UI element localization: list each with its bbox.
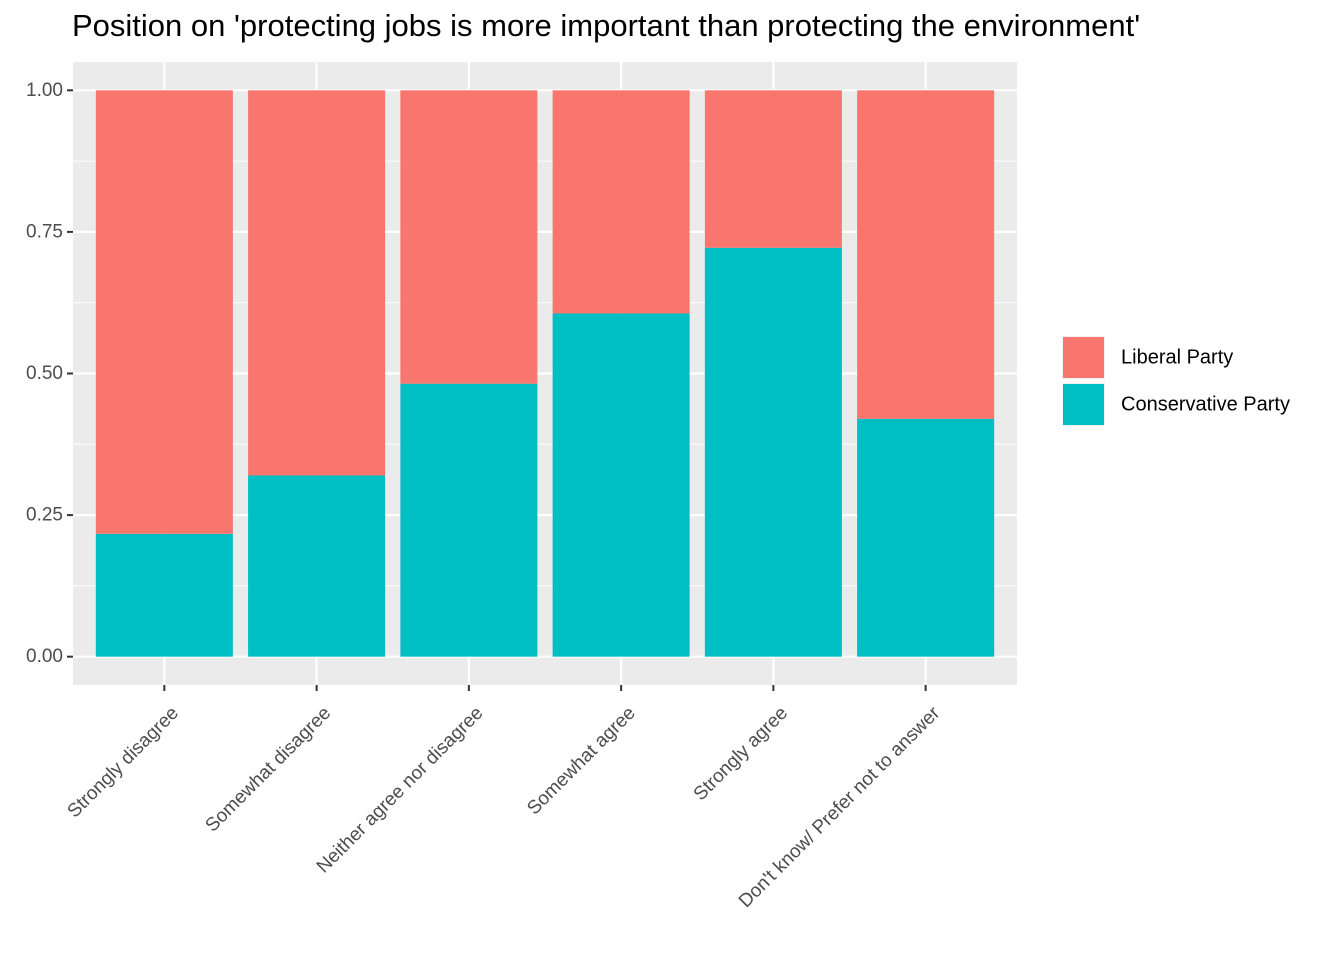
bar-conservative-party [857,418,995,657]
y-tick-label: 1.00 [26,80,63,101]
y-tick-label: 0.00 [26,646,63,667]
bar-conservative-party [95,533,233,657]
bar-liberal-party [400,90,538,384]
legend-swatch [1063,337,1104,378]
chart-title: Position on 'protecting jobs is more imp… [72,8,1141,43]
x-tick-label: Somewhat disagree [202,703,336,837]
legend-label: Liberal Party [1121,347,1233,369]
legend-swatch [1063,384,1104,425]
legend-label: Conservative Party [1121,394,1290,416]
bar-liberal-party [248,90,386,476]
bar-liberal-party [95,90,233,534]
x-tick-label: Somewhat agree [523,703,639,819]
bar-conservative-party [704,247,842,657]
bar-liberal-party [857,90,995,419]
bar-conservative-party [552,313,690,657]
bar-liberal-party [552,90,690,314]
y-tick-label: 0.25 [26,505,63,526]
bar-conservative-party [248,475,386,657]
bar-liberal-party [704,90,842,248]
y-tick-label: 0.50 [26,363,63,384]
y-tick-label: 0.75 [26,221,63,242]
x-tick-label: Strongly agree [690,703,792,805]
x-tick-label: Neither agree nor disagree [313,703,488,878]
bar-conservative-party [400,383,538,657]
x-tick-label: Strongly disagree [64,703,183,822]
